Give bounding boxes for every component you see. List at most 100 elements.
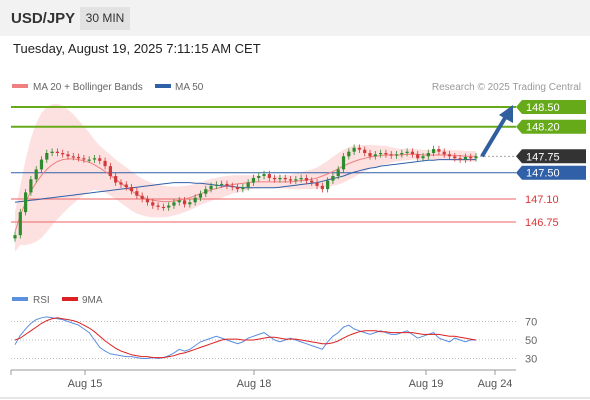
candle-body	[326, 180, 330, 190]
candle-body	[384, 153, 388, 155]
candle-body	[34, 169, 38, 180]
candle-body	[368, 153, 372, 157]
candle-body	[283, 177, 287, 180]
candle-body	[389, 154, 393, 156]
candle-body	[23, 192, 28, 213]
candle-body	[198, 193, 203, 198]
candle-body	[13, 235, 17, 239]
x-tick-label-Aug-15: Aug 15	[68, 378, 103, 390]
candle-body	[373, 154, 377, 157]
candle-body	[71, 156, 75, 158]
candle-body	[315, 182, 319, 186]
candle-body	[267, 174, 271, 178]
ma20-legend-swatch	[12, 84, 28, 88]
candle-body	[204, 189, 208, 194]
candle-body	[220, 183, 224, 186]
candles	[13, 144, 478, 242]
rsi-ma9-line	[14, 317, 477, 359]
forecast-arrow-shaft	[480, 116, 507, 158]
candle-body	[66, 154, 70, 157]
candle-body	[251, 177, 256, 183]
candle-body	[103, 160, 107, 167]
x-tick-label-Aug-24: Aug 24	[478, 378, 513, 390]
ma20-line	[14, 153, 476, 233]
rsi-grid: 70 50 30	[11, 317, 537, 366]
candle-body	[288, 179, 293, 181]
candle-body	[278, 177, 282, 180]
candle-body	[235, 187, 240, 190]
rsi-tick-50: 50	[525, 335, 537, 347]
candle-body	[225, 183, 229, 186]
candle-body	[177, 200, 181, 203]
candle-body	[363, 149, 367, 153]
price-levels	[11, 106, 516, 223]
candle-body	[453, 156, 457, 159]
candle-body	[432, 149, 436, 153]
candle-body	[341, 156, 346, 170]
level-tag-147.50	[516, 165, 586, 180]
candle-body	[257, 176, 261, 178]
candle-body	[379, 153, 383, 155]
candle-body	[331, 176, 335, 181]
ma20-legend-label: MA 20 + Bollinger Bands	[33, 82, 143, 93]
candle-body	[405, 151, 409, 153]
candle-body	[188, 202, 192, 205]
candle-body	[262, 174, 266, 176]
candle-body	[421, 156, 425, 159]
candle-body	[442, 151, 446, 155]
candle-body	[299, 177, 303, 180]
level-label-147.50: 147.50	[526, 168, 560, 180]
candle-body	[273, 177, 277, 180]
timeframe-button[interactable]: 30 MIN	[80, 7, 130, 30]
candle-body	[45, 153, 49, 160]
candle-body	[241, 187, 245, 190]
x-tick-label-Aug-18: Aug 18	[237, 378, 272, 390]
forecast-arrow	[480, 105, 513, 158]
ma50-legend-label: MA 50	[175, 82, 204, 93]
candle-body	[447, 154, 452, 157]
candle-body	[50, 151, 54, 153]
candle-body	[469, 156, 473, 159]
candle-body	[39, 159, 44, 170]
candle-body	[336, 169, 340, 176]
candle-body	[230, 185, 234, 188]
moving-averages	[14, 153, 476, 233]
candle-body	[135, 191, 139, 196]
candle-body	[209, 185, 213, 190]
level-tag-147.75	[516, 149, 586, 164]
level-label-146.75: 146.75	[525, 217, 559, 229]
candle-body	[161, 206, 165, 209]
candle-body	[310, 180, 314, 183]
candle-body	[474, 156, 478, 159]
price-level-labels: 148.50 148.20 147.75 147.50 147.10 146.75	[516, 100, 586, 229]
candle-body	[61, 153, 65, 155]
candle-body	[214, 184, 218, 186]
candle-body	[18, 212, 22, 236]
candle-body	[426, 153, 430, 157]
copyright-label: Research © 2025 Trading Central	[432, 82, 581, 93]
candle-body	[151, 202, 155, 206]
candle-body	[87, 159, 91, 161]
candle-body	[29, 179, 33, 193]
rsi-legend-swatch	[12, 297, 28, 301]
forecast-arrow-head	[499, 105, 513, 123]
candle-body	[140, 195, 144, 199]
candle-body	[55, 151, 59, 153]
x-axis: Aug 15 Aug 18 Aug 19 Aug 24	[10, 370, 513, 390]
level-label-147.75: 147.75	[526, 151, 560, 163]
level-label-148.20: 148.20	[526, 122, 560, 134]
candle-body	[119, 182, 123, 185]
timestamp: Tuesday, August 19, 2025 7:11:15 AM CET	[13, 41, 261, 56]
level-tag-148.20	[516, 119, 586, 134]
candle-body	[294, 179, 298, 181]
rsi-tick-70: 70	[525, 317, 537, 329]
ma50-line	[14, 159, 476, 203]
candle-body	[124, 184, 128, 188]
candle-body	[92, 158, 97, 160]
candle-body	[400, 153, 404, 155]
candle-body	[129, 187, 134, 192]
rsi-lines	[14, 316, 477, 360]
level-label-147.10: 147.10	[525, 194, 559, 206]
candle-body	[357, 147, 362, 150]
